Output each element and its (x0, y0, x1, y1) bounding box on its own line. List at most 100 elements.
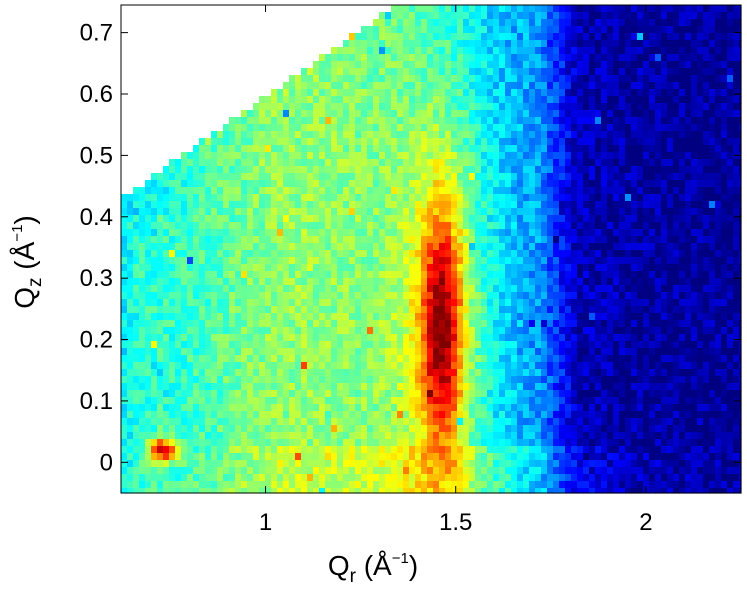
heatmap-cell (229, 292, 236, 300)
heatmap-cell (655, 257, 662, 265)
heatmap-cell (301, 215, 308, 223)
heatmap-cell (253, 222, 260, 230)
heatmap-cell (511, 75, 518, 83)
heatmap-cell (613, 110, 620, 118)
heatmap-cell (739, 355, 742, 363)
heatmap-cell (679, 285, 686, 293)
heatmap-cell (337, 369, 344, 377)
heatmap-cell (481, 376, 488, 384)
heatmap-cell (505, 215, 512, 223)
heatmap-cell (595, 320, 602, 328)
heatmap-cell (511, 26, 518, 34)
heatmap-cell (613, 124, 620, 132)
heatmap-cell (625, 54, 632, 62)
heatmap-cell (589, 369, 596, 377)
heatmap-cell (157, 299, 164, 307)
heatmap-cell (325, 131, 332, 139)
heatmap-cell (205, 285, 212, 293)
heatmap-cell (541, 166, 548, 174)
heatmap-cell (517, 194, 524, 202)
heatmap-cell (475, 264, 482, 272)
heatmap-cell (589, 138, 596, 146)
heatmap-cell (373, 243, 380, 251)
heatmap-cell (559, 341, 566, 349)
heatmap-cell (421, 152, 428, 160)
heatmap-cell (289, 278, 296, 286)
heatmap-cell (511, 12, 518, 20)
heatmap-cell (517, 334, 524, 342)
heatmap-cell (403, 152, 410, 160)
heatmap-cell (193, 383, 200, 391)
heatmap-cell (385, 348, 392, 356)
heatmap-cell (379, 96, 386, 104)
heatmap-cell (295, 278, 302, 286)
heatmap-cell (379, 369, 386, 377)
heatmap-cell (565, 250, 572, 258)
heatmap-cell (691, 54, 698, 62)
heatmap-cell (403, 299, 410, 307)
heatmap-cell (733, 82, 740, 90)
heatmap-cell (271, 138, 278, 146)
heatmap-cell (511, 166, 518, 174)
heatmap-cell (151, 362, 158, 370)
heatmap-cell (187, 313, 194, 321)
heatmap-cell (277, 145, 284, 153)
heatmap-cell (397, 117, 404, 125)
heatmap-cell (397, 208, 404, 216)
heatmap-cell (175, 222, 182, 230)
heatmap-cell (307, 131, 314, 139)
heatmap-cell (403, 110, 410, 118)
heatmap-cell (451, 173, 458, 181)
heatmap-cell (739, 166, 742, 174)
heatmap-cell (397, 124, 404, 132)
heatmap-cell (121, 215, 128, 223)
heatmap-cell (499, 68, 506, 76)
heatmap-cell (493, 341, 500, 349)
heatmap-cell (415, 19, 422, 27)
heatmap-cell (433, 257, 440, 265)
heatmap-cell (661, 348, 668, 356)
heatmap-cell (739, 110, 742, 118)
heatmap-cell (529, 19, 536, 27)
heatmap-cell (679, 264, 686, 272)
heatmap-cell (679, 187, 686, 195)
heatmap-cell (367, 117, 374, 125)
heatmap-cell (667, 68, 674, 76)
heatmap-cell (463, 313, 470, 321)
heatmap-cell (415, 33, 422, 41)
heatmap-cell (673, 208, 680, 216)
heatmap-cell (607, 299, 614, 307)
heatmap-cell (205, 208, 212, 216)
heatmap-cell (739, 201, 742, 209)
heatmap-cell (289, 138, 296, 146)
heatmap-cell (673, 166, 680, 174)
heatmap-cell (739, 173, 742, 181)
heatmap-cell (307, 369, 314, 377)
heatmap-cell (283, 131, 290, 139)
heatmap-cell (457, 194, 464, 202)
heatmap-cell (187, 383, 194, 391)
heatmap-cell (709, 229, 716, 237)
heatmap-cell (439, 103, 446, 111)
heatmap-cell (379, 257, 386, 265)
heatmap-cell (481, 264, 488, 272)
heatmap-cell (331, 194, 338, 202)
heatmap-cell (535, 159, 542, 167)
heatmap-cell (433, 124, 440, 132)
heatmap-cell (607, 26, 614, 34)
heatmap-cell (655, 292, 662, 300)
heatmap-cell (295, 271, 302, 279)
heatmap-cell (463, 236, 470, 244)
heatmap-cell (259, 369, 266, 377)
heatmap-cell (475, 19, 482, 27)
heatmap-cell (631, 180, 638, 188)
heatmap-cell (601, 369, 608, 377)
heatmap-cell (229, 243, 236, 251)
heatmap-cell (499, 334, 506, 342)
heatmap-cell (271, 89, 278, 97)
heatmap-cell (289, 257, 296, 265)
heatmap-cell (637, 292, 644, 300)
heatmap-cell (493, 306, 500, 314)
heatmap-cell (709, 257, 716, 265)
heatmap-cell (493, 355, 500, 363)
